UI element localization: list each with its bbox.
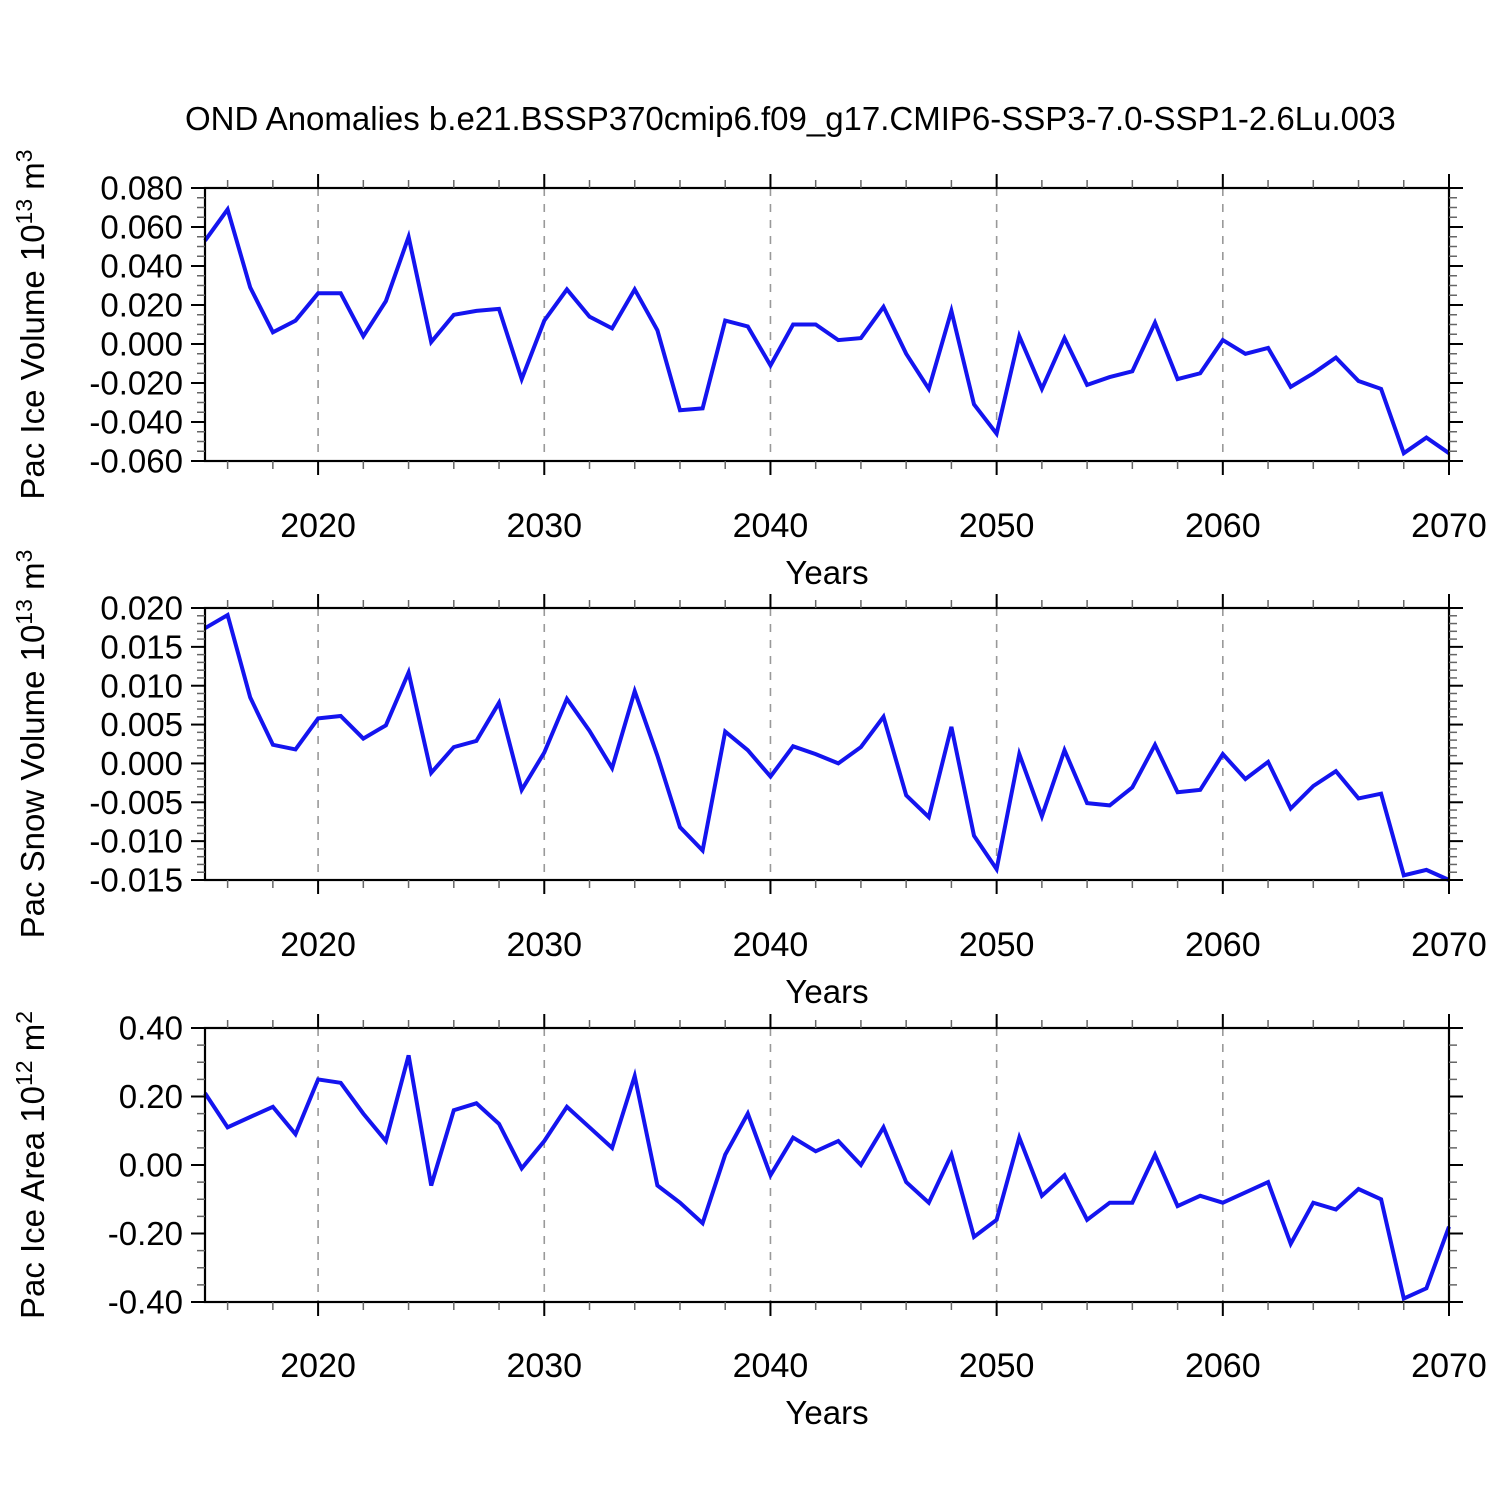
pac-snow-volume-xtick-label: 2030 [506, 926, 582, 964]
pac-snow-volume-yaxis-title: Pac Snow Volume 1013 m3 [11, 550, 51, 939]
pac-ice-area-ytick-label: 0.40 [119, 1010, 183, 1047]
chart-title: OND Anomalies b.e21.BSSP370cmip6.f09_g17… [185, 100, 1396, 137]
pac-ice-area-xtick-label: 2050 [959, 1347, 1035, 1385]
pac-ice-volume-yaxis-title: Pac Ice Volume 1013 m3 [11, 149, 51, 499]
pac-ice-volume-ytick-label: 0.020 [100, 287, 183, 324]
pac-snow-volume-ytick-label: 0.015 [100, 628, 183, 665]
pac-ice-area-ytick-label: 0.20 [119, 1078, 183, 1115]
pac-ice-area-minor-ticks [197, 1020, 1457, 1310]
pac-ice-volume-xtick-label: 2020 [280, 507, 356, 545]
pac-ice-volume-xtick-label: 2040 [733, 507, 809, 545]
pac-ice-volume-ytick-label: -0.040 [89, 404, 183, 441]
pac-snow-volume-line [203, 611, 1450, 882]
pac-snow-volume-xtick-label: 2060 [1185, 926, 1261, 964]
pac-ice-volume-ytick-label: 0.000 [100, 326, 183, 363]
pac-snow-volume-ytick-label: -0.010 [89, 823, 183, 860]
pac-snow-volume-ytick-label: 0.000 [100, 745, 183, 782]
pac-snow-volume-xtick-label: 2070 [1411, 926, 1487, 964]
pac-ice-area-frame [203, 1026, 1451, 1304]
pac-ice-volume-ytick-label: -0.020 [89, 365, 183, 402]
panel-pac-ice-volume: 0.0800.0600.0400.0200.000-0.020-0.040-0.… [11, 149, 1487, 591]
pac-ice-volume-ytick-label: 0.060 [100, 209, 183, 246]
pac-ice-area-ytick-label: 0.00 [119, 1147, 183, 1184]
pac-snow-volume-frame [203, 606, 1451, 882]
pac-ice-area-xtick-label: 2040 [733, 1347, 809, 1385]
pac-ice-area-xtick-label: 2060 [1185, 1347, 1261, 1385]
panel-pac-snow-volume: 0.0200.0150.0100.0050.000-0.005-0.010-0.… [11, 550, 1487, 1010]
pac-ice-volume-minor-ticks [197, 180, 1457, 469]
pac-ice-area-line [203, 1054, 1451, 1302]
panels-group: 0.0800.0600.0400.0200.000-0.020-0.040-0.… [11, 149, 1487, 1431]
pac-ice-volume-ticks [191, 174, 1463, 475]
pac-ice-volume-xtick-label: 2060 [1185, 507, 1261, 545]
pac-ice-volume-ytick-label: 0.080 [100, 170, 183, 207]
pac-snow-volume-ytick-label: 0.010 [100, 667, 183, 704]
pac-ice-area-xtick-label: 2030 [506, 1347, 582, 1385]
pac-ice-area-xaxis-title: Years [785, 1394, 868, 1431]
pac-ice-volume-xtick-label: 2050 [959, 507, 1035, 545]
pac-snow-volume-ytick-label: 0.005 [100, 706, 183, 743]
pac-ice-volume-ytick-label: -0.060 [89, 443, 183, 480]
pac-ice-volume-xtick-label: 2030 [506, 507, 582, 545]
pac-ice-area-ticks [191, 1014, 1463, 1316]
pac-snow-volume-ytick-label: -0.015 [89, 862, 183, 899]
pac-ice-area-xtick-label: 2070 [1411, 1347, 1487, 1385]
panel-pac-ice-area: 0.40 0.20 0.00 -0.20 -0.40 2020 2030 2040 2050 20… [11, 1010, 1487, 1431]
pac-snow-volume-xtick-label: 2040 [733, 926, 809, 964]
pac-ice-volume-xtick-label: 2070 [1411, 507, 1487, 545]
pac-snow-volume-ticks [191, 594, 1463, 894]
pac-ice-volume-line [203, 204, 1451, 457]
pac-snow-volume-minor-ticks [197, 600, 1457, 888]
pac-snow-volume-xaxis-title: Years [785, 973, 868, 1010]
pac-ice-area-yaxis-title: Pac Ice Area 1012 m2 [11, 1011, 51, 1319]
pac-ice-volume-xaxis-title: Years [785, 554, 868, 591]
pac-ice-area-xtick-label: 2020 [280, 1347, 356, 1385]
pac-snow-volume-xtick-label: 2050 [959, 926, 1035, 964]
pac-snow-volume-ytick-label: -0.005 [89, 784, 183, 821]
pac-snow-volume-ytick-label: 0.020 [100, 590, 183, 627]
pac-ice-volume-ytick-label: 0.040 [100, 248, 183, 285]
pac-snow-volume-xtick-label: 2020 [280, 926, 356, 964]
pac-ice-area-ytick-label: -0.40 [108, 1284, 183, 1321]
pac-ice-volume-frame [203, 186, 1451, 463]
pac-ice-area-ytick-label: -0.20 [108, 1215, 183, 1252]
